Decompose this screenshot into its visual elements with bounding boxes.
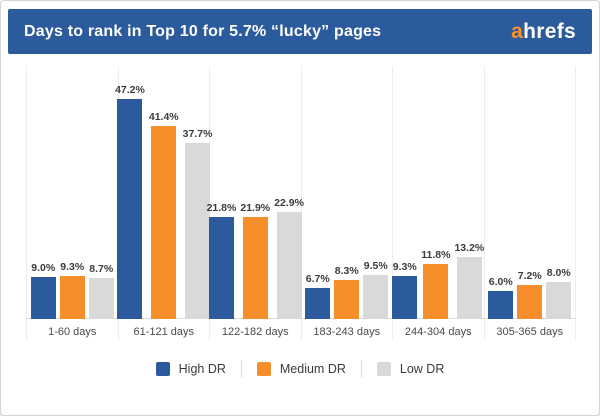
bar-with-label: 9.0%	[30, 262, 56, 319]
bar-low-dr	[546, 282, 572, 319]
value-label: 41.4%	[148, 111, 179, 123]
value-label: 9.3%	[392, 261, 417, 273]
x-axis-label: 1-60 days	[48, 326, 97, 338]
ahrefs-logo: ahrefs	[511, 20, 576, 44]
legend-divider	[360, 360, 362, 378]
value-label: 6.7%	[305, 273, 330, 285]
value-label: 21.9%	[240, 202, 271, 214]
category-group: 6.7% 8.3% 9.5% 183-243 days	[300, 66, 393, 341]
bar-medium-dr	[59, 276, 85, 319]
x-axis-label: 244-304 days	[404, 326, 472, 338]
bar-with-label: 8.0%	[546, 267, 572, 319]
bar-with-label: 13.2%	[454, 242, 484, 319]
bar-high-dr	[305, 288, 331, 319]
bar-with-label: 21.9%	[240, 202, 270, 319]
legend-label: Low DR	[399, 362, 445, 376]
x-axis-label: 122-182 days	[221, 326, 289, 338]
logo-accent-letter: a	[511, 19, 524, 43]
logo-rest: hrefs	[523, 19, 576, 43]
legend-item-high-dr: High DR	[155, 362, 226, 376]
bar-medium-dr	[242, 217, 268, 319]
bar-low-dr	[88, 278, 114, 319]
legend-swatch-icon	[256, 362, 271, 376]
bar-with-label: 41.4%	[149, 111, 179, 319]
bar-with-label: 21.8%	[206, 202, 237, 319]
bar-with-label: 8.3%	[334, 265, 360, 319]
bar-with-label: 9.3%	[59, 261, 85, 319]
legend-item-low-dr: Low DR	[376, 362, 445, 376]
bar-with-label: 7.2%	[517, 270, 543, 319]
value-label: 47.2%	[115, 84, 145, 96]
category-group: 47.2% 41.4% 37.7% 61-121 days	[115, 66, 213, 341]
category-group: 9.0% 9.3% 8.7% 1-60 days	[26, 66, 118, 341]
x-axis-label: 183-243 days	[313, 326, 381, 338]
legend-label: High DR	[178, 362, 226, 376]
bar-low-dr	[276, 212, 302, 319]
bar-high-dr	[392, 276, 418, 319]
value-label: 8.0%	[546, 267, 571, 279]
bar-group: 9.3% 11.8% 13.2%	[392, 242, 484, 319]
bar-group: 21.8% 21.9% 22.9%	[206, 197, 304, 319]
legend: High DR Medium DR Low DR	[1, 360, 599, 378]
bar-with-label: 22.9%	[274, 197, 304, 319]
value-label: 37.7%	[182, 128, 213, 140]
value-label: 21.8%	[206, 202, 237, 214]
legend-divider	[240, 360, 242, 378]
bar-with-label: 9.5%	[363, 260, 389, 319]
value-label: 13.2%	[454, 242, 485, 254]
bar-low-dr	[456, 257, 482, 319]
bar-low-dr	[185, 143, 211, 319]
bar-medium-dr	[151, 126, 177, 319]
value-label: 8.7%	[89, 263, 114, 275]
value-label: 22.9%	[274, 197, 304, 209]
bar-with-label: 9.3%	[392, 261, 418, 319]
bar-group: 6.0% 7.2% 8.0%	[485, 267, 576, 319]
bar-medium-dr	[423, 264, 449, 319]
legend-swatch-icon	[155, 362, 170, 376]
category-group: 21.8% 21.9% 22.9% 122-182 days	[206, 66, 304, 341]
bar-high-dr	[30, 277, 56, 319]
bar-with-label: 11.8%	[421, 249, 450, 319]
bar-group: 9.0% 9.3% 8.7%	[27, 261, 118, 319]
value-label: 9.0%	[31, 262, 56, 274]
bar-medium-dr	[517, 285, 543, 319]
bar-high-dr	[117, 99, 143, 319]
bar-with-label: 8.7%	[88, 263, 114, 319]
header: Days to rank in Top 10 for 5.7% “lucky” …	[8, 9, 592, 54]
bar-high-dr	[488, 291, 514, 319]
x-axis-label: 61-121 days	[133, 326, 195, 338]
value-label: 11.8%	[421, 249, 451, 261]
bar-with-label: 47.2%	[115, 84, 145, 319]
category-group: 9.3% 11.8% 13.2% 244-304 days	[392, 66, 484, 341]
chart-title: Days to rank in Top 10 for 5.7% “lucky” …	[24, 22, 382, 40]
plot-area: 9.0% 9.3% 8.7% 1-60 days 47.2% 41.4% 37.7% 61-1…	[26, 66, 576, 341]
value-label: 7.2%	[517, 270, 542, 282]
bar-high-dr	[208, 217, 234, 319]
bar-medium-dr	[334, 280, 360, 319]
value-label: 6.0%	[488, 276, 513, 288]
bar-with-label: 37.7%	[182, 128, 213, 319]
legend-item-medium-dr: Medium DR	[256, 362, 346, 376]
bar-with-label: 6.7%	[305, 273, 331, 319]
legend-label: Medium DR	[279, 362, 346, 376]
x-axis-label: 305-365 days	[496, 326, 564, 338]
category-group: 6.0% 7.2% 8.0% 305-365 days	[483, 66, 576, 341]
bar-with-label: 6.0%	[488, 276, 514, 319]
bar-low-dr	[363, 275, 389, 319]
value-label: 9.3%	[60, 261, 85, 273]
value-label: 9.5%	[363, 260, 388, 272]
legend-swatch-icon	[376, 362, 391, 376]
value-label: 8.3%	[334, 265, 359, 277]
bar-group: 47.2% 41.4% 37.7%	[115, 84, 213, 319]
bar-group: 6.7% 8.3% 9.5%	[302, 260, 393, 319]
